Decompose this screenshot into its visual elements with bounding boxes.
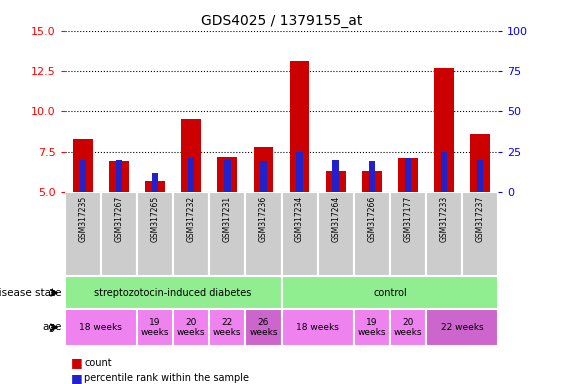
- Bar: [137, 309, 173, 346]
- Bar: [73, 139, 93, 192]
- Bar: [332, 160, 339, 192]
- Bar: [65, 276, 282, 309]
- Bar: [462, 192, 498, 276]
- Text: 22
weeks: 22 weeks: [213, 318, 242, 337]
- Bar: [145, 181, 165, 192]
- Text: GSM317237: GSM317237: [476, 195, 485, 242]
- Bar: [369, 161, 375, 192]
- Bar: [289, 61, 310, 192]
- Title: GDS4025 / 1379155_at: GDS4025 / 1379155_at: [201, 14, 362, 28]
- Bar: [188, 158, 194, 192]
- Text: 19
weeks: 19 weeks: [141, 318, 169, 337]
- Bar: [282, 192, 318, 276]
- Bar: [209, 309, 245, 346]
- Bar: [115, 160, 122, 192]
- Text: GSM317234: GSM317234: [295, 195, 304, 242]
- Bar: [65, 309, 137, 346]
- Bar: [217, 157, 237, 192]
- Bar: [477, 160, 484, 192]
- Text: GSM317232: GSM317232: [187, 195, 196, 242]
- Bar: [390, 192, 426, 276]
- Text: GSM317231: GSM317231: [223, 195, 232, 242]
- Text: streptozotocin-induced diabetes: streptozotocin-induced diabetes: [95, 288, 252, 298]
- Text: GSM317235: GSM317235: [78, 195, 87, 242]
- Bar: [441, 152, 448, 192]
- Bar: [326, 171, 346, 192]
- Bar: [173, 192, 209, 276]
- Bar: [470, 134, 490, 192]
- Bar: [173, 309, 209, 346]
- Bar: [434, 68, 454, 192]
- Bar: [282, 309, 354, 346]
- Bar: [65, 192, 101, 276]
- Bar: [282, 276, 498, 309]
- Text: percentile rank within the sample: percentile rank within the sample: [84, 373, 249, 383]
- Text: GSM317233: GSM317233: [440, 195, 449, 242]
- Bar: [426, 309, 498, 346]
- Text: GSM317236: GSM317236: [259, 195, 268, 242]
- Text: 18 weeks: 18 weeks: [296, 323, 339, 332]
- Bar: [362, 171, 382, 192]
- Text: 19
weeks: 19 weeks: [358, 318, 386, 337]
- Bar: [354, 309, 390, 346]
- Bar: [354, 192, 390, 276]
- Text: 26
weeks: 26 weeks: [249, 318, 278, 337]
- Bar: [260, 161, 267, 192]
- Bar: [181, 119, 201, 192]
- Bar: [137, 192, 173, 276]
- Text: 20
weeks: 20 weeks: [177, 318, 205, 337]
- Text: age: age: [43, 322, 62, 333]
- Text: GSM317265: GSM317265: [150, 195, 159, 242]
- Text: disease state: disease state: [0, 288, 62, 298]
- Text: control: control: [373, 288, 406, 298]
- Bar: [101, 192, 137, 276]
- Bar: [79, 160, 86, 192]
- Text: GSM317177: GSM317177: [404, 195, 413, 242]
- Bar: [245, 309, 282, 346]
- Bar: [318, 192, 354, 276]
- Bar: [253, 147, 274, 192]
- Bar: [426, 192, 462, 276]
- Bar: [245, 192, 282, 276]
- Text: ■: ■: [70, 372, 82, 384]
- Text: count: count: [84, 358, 112, 368]
- Bar: [209, 192, 245, 276]
- Bar: [109, 161, 129, 192]
- Bar: [390, 309, 426, 346]
- Bar: [152, 173, 158, 192]
- Bar: [224, 160, 231, 192]
- Text: 20
weeks: 20 weeks: [394, 318, 422, 337]
- Bar: [296, 152, 303, 192]
- Text: ■: ■: [70, 356, 82, 369]
- Bar: [405, 158, 411, 192]
- Text: GSM317264: GSM317264: [331, 195, 340, 242]
- Text: GSM317266: GSM317266: [367, 195, 376, 242]
- Text: 22 weeks: 22 weeks: [441, 323, 484, 332]
- Text: GSM317267: GSM317267: [114, 195, 123, 242]
- Text: 18 weeks: 18 weeks: [79, 323, 122, 332]
- Bar: [398, 158, 418, 192]
